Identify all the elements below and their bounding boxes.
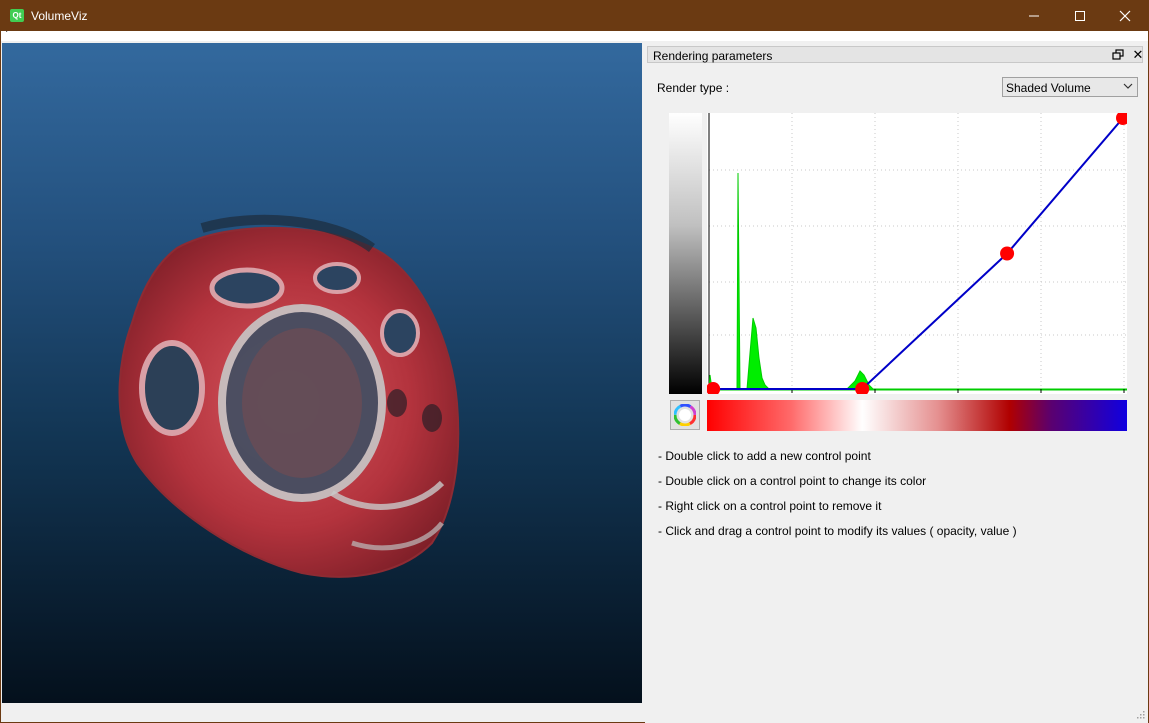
plot-ticks xyxy=(791,389,1125,393)
title-bar[interactable]: Qt VolumeViz xyxy=(1,1,1148,31)
histogram xyxy=(708,172,1127,391)
maximize-button[interactable] xyxy=(1057,1,1103,31)
maximize-icon xyxy=(1075,11,1085,21)
help-text: - Right click on a control point to remo… xyxy=(658,499,882,513)
dock-title: Rendering parameters xyxy=(653,49,773,63)
control-point[interactable] xyxy=(1116,113,1127,125)
transfer-function-curve xyxy=(713,117,1124,390)
resize-grip-icon[interactable] xyxy=(1135,709,1145,719)
window-title: VolumeViz xyxy=(31,9,88,23)
close-button[interactable] xyxy=(1102,1,1148,31)
rendering-parameters-dock: Rendering parameters ✕ Render type : Sha… xyxy=(645,43,1148,723)
transfer-function-editor[interactable] xyxy=(707,113,1127,394)
control-point[interactable] xyxy=(707,382,721,394)
menu-bar[interactable]: · xyxy=(1,26,1148,41)
render-type-label: Render type : xyxy=(657,81,730,95)
render-type-select[interactable]: Shaded Volume xyxy=(1002,77,1138,97)
help-text: - Double click to add a new control poin… xyxy=(658,449,871,463)
dock-title-bar[interactable]: Rendering parameters ✕ xyxy=(647,46,1143,63)
help-text: - Double click on a control point to cha… xyxy=(658,474,927,488)
control-point[interactable] xyxy=(855,382,870,394)
close-icon[interactable]: ✕ xyxy=(1132,47,1144,62)
3d-viewport[interactable] xyxy=(2,43,642,703)
minimize-button[interactable] xyxy=(1011,1,1057,31)
color-picker-button[interactable] xyxy=(670,400,700,430)
color-gradient-bar[interactable] xyxy=(707,400,1127,431)
control-point[interactable] xyxy=(1000,246,1015,261)
minimize-icon xyxy=(1029,15,1039,17)
plot-grid xyxy=(709,113,1127,389)
chevron-down-icon xyxy=(1123,83,1133,89)
control-points[interactable] xyxy=(707,113,1127,394)
menu-item[interactable]: · xyxy=(5,26,9,37)
color-wheel-icon xyxy=(674,404,696,426)
render-type-value: Shaded Volume xyxy=(1006,81,1091,95)
opacity-gray-scale xyxy=(669,113,702,394)
help-text: - Click and drag a control point to modi… xyxy=(658,524,1017,538)
float-icon[interactable] xyxy=(1111,49,1125,61)
qt-logo-icon: Qt xyxy=(10,9,24,22)
close-icon xyxy=(1119,10,1131,22)
volume-render-image xyxy=(118,214,460,578)
